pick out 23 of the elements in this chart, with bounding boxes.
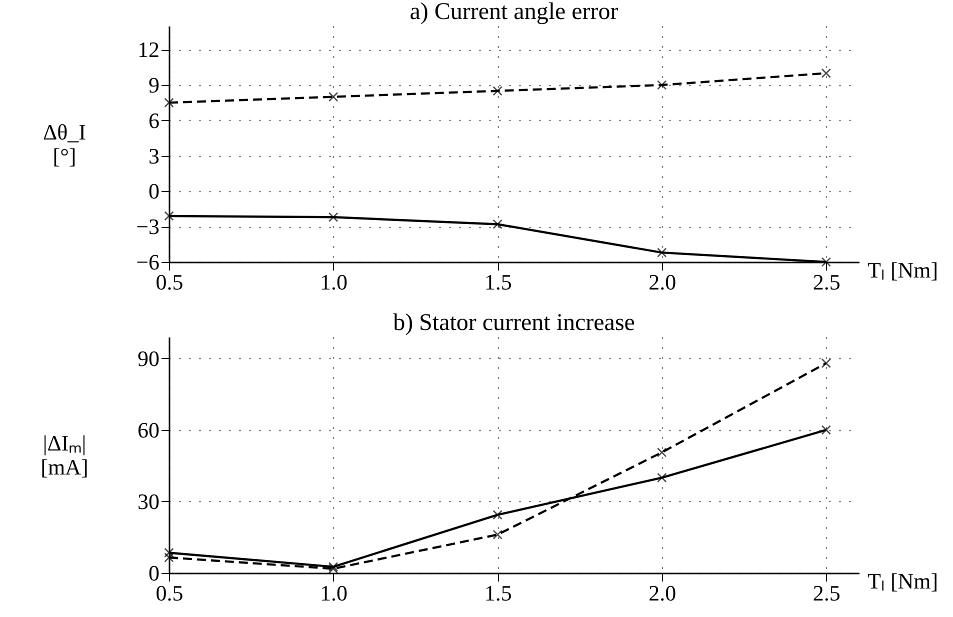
x-tick-label: 1.0 — [320, 270, 348, 294]
y-tick-label: −3 — [136, 214, 160, 240]
y-tick-label: 30 — [138, 488, 160, 514]
chart-title: a) Current angle error — [410, 0, 618, 25]
x-tick-label: 2.0 — [648, 580, 676, 606]
x-tick-label: 1.5 — [484, 270, 512, 294]
y-tick-label: 90 — [138, 346, 160, 371]
x-tick-label: 1.5 — [484, 580, 512, 606]
y-axis-title: |ΔIₘ| [mA] — [40, 430, 88, 480]
y-tick-label: 3 — [148, 143, 160, 168]
y-tick-label: 0 — [148, 178, 160, 204]
x-tick-label: 2.0 — [648, 270, 676, 294]
chart-title: b) Stator current increase — [393, 310, 635, 336]
x-axis-title: Tₗ [Nm] — [868, 258, 938, 282]
x-axis-title: Tₗ [Nm] — [868, 568, 938, 594]
y-tick-label: 9 — [148, 72, 160, 98]
y-tick-label: 12 — [138, 37, 160, 62]
y-axis-title: Δθ_I [°] — [42, 120, 86, 169]
x-tick-label: 2.5 — [812, 580, 840, 606]
x-tick-label: 2.5 — [812, 270, 840, 294]
y-tick-label: 6 — [148, 108, 160, 133]
x-tick-label: 1.0 — [320, 580, 348, 606]
y-tick-label: 60 — [138, 417, 160, 442]
